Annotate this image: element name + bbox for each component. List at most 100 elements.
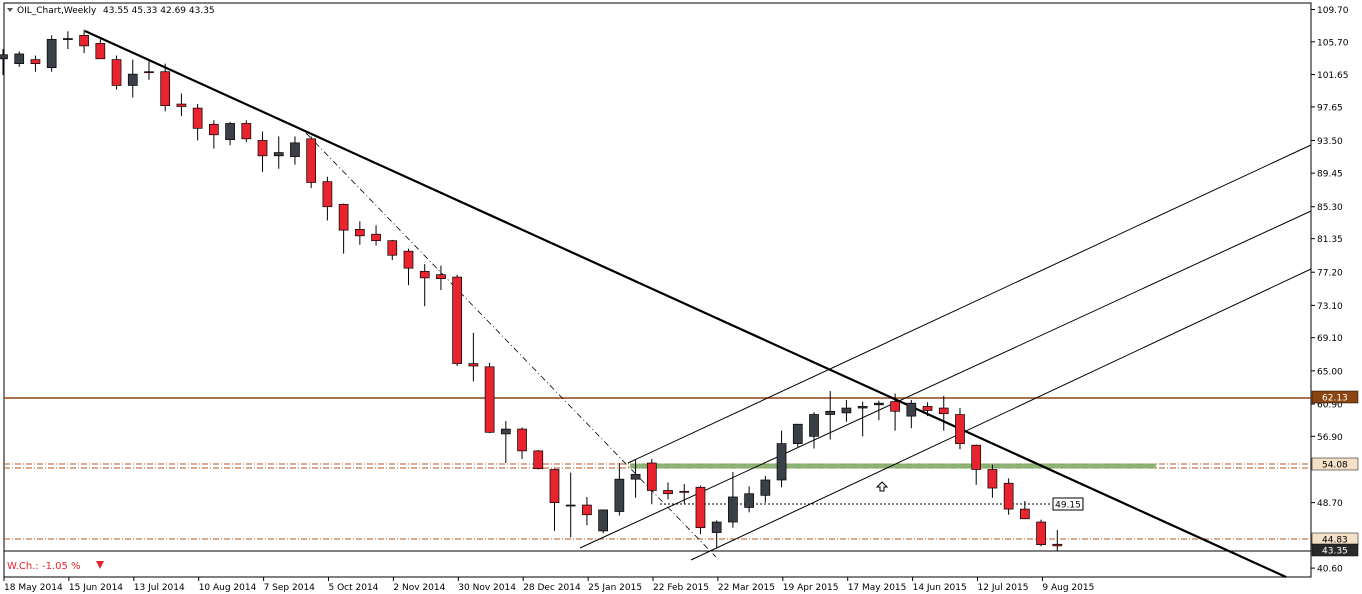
channel-line-lower[interactable] bbox=[690, 268, 1312, 561]
candle[interactable] bbox=[906, 399, 917, 429]
bull-candle-body bbox=[500, 428, 511, 435]
support-zone[interactable] bbox=[630, 463, 1156, 469]
candle[interactable] bbox=[176, 93, 187, 117]
candle[interactable] bbox=[338, 203, 349, 254]
candle[interactable] bbox=[533, 450, 544, 470]
candle[interactable] bbox=[452, 274, 463, 366]
candle[interactable] bbox=[565, 472, 576, 538]
candle[interactable] bbox=[1036, 519, 1046, 547]
channel-line-upper[interactable] bbox=[627, 144, 1312, 464]
y-tick-label: 97.65 bbox=[1317, 103, 1343, 113]
candle[interactable] bbox=[468, 332, 479, 382]
candle[interactable] bbox=[30, 55, 41, 72]
candle[interactable] bbox=[322, 176, 333, 221]
candle[interactable] bbox=[14, 51, 25, 67]
candle[interactable] bbox=[646, 458, 657, 505]
candle[interactable] bbox=[630, 458, 641, 498]
candle[interactable] bbox=[987, 464, 998, 498]
candle[interactable] bbox=[711, 520, 722, 548]
candle[interactable] bbox=[938, 395, 949, 431]
candle[interactable] bbox=[517, 427, 527, 459]
y-tick-label: 85.30 bbox=[1317, 203, 1343, 213]
candle[interactable] bbox=[419, 264, 430, 307]
candle[interactable] bbox=[241, 120, 252, 143]
candle[interactable] bbox=[144, 59, 154, 80]
candle[interactable] bbox=[614, 463, 625, 516]
candle[interactable] bbox=[484, 362, 495, 434]
plot-area[interactable] bbox=[3, 2, 1312, 578]
candle[interactable] bbox=[549, 468, 560, 531]
candle[interactable] bbox=[663, 482, 673, 500]
bear-candle-body bbox=[79, 34, 89, 47]
candle[interactable] bbox=[1003, 478, 1014, 515]
weekly-change: W.Ch.: -1.05 % bbox=[7, 561, 104, 572]
candle[interactable] bbox=[776, 430, 787, 488]
target-label[interactable]: 49.15 bbox=[1052, 497, 1084, 511]
candle[interactable] bbox=[857, 401, 868, 437]
candle[interactable] bbox=[371, 225, 381, 246]
price-badge[interactable]: 62.13 bbox=[1311, 390, 1359, 404]
bear-candle-body bbox=[452, 276, 463, 364]
candle[interactable] bbox=[760, 475, 771, 503]
x-tick-label: 25 Jan 2015 bbox=[588, 583, 642, 593]
candle[interactable] bbox=[63, 31, 73, 50]
candle[interactable] bbox=[955, 408, 965, 450]
candle[interactable] bbox=[1020, 501, 1030, 520]
price-badge[interactable]: 44.83 bbox=[1311, 532, 1359, 546]
candle[interactable] bbox=[971, 444, 982, 485]
candle[interactable] bbox=[890, 393, 900, 431]
candle[interactable] bbox=[160, 63, 171, 112]
candle[interactable] bbox=[79, 29, 89, 54]
candle[interactable] bbox=[922, 402, 933, 417]
candle[interactable] bbox=[306, 136, 317, 189]
candle[interactable] bbox=[354, 221, 365, 245]
candle[interactable] bbox=[744, 486, 754, 513]
main-downtrend-line[interactable] bbox=[84, 29, 1287, 579]
candle[interactable] bbox=[841, 399, 852, 422]
bull-candle-body bbox=[874, 402, 884, 406]
candle[interactable] bbox=[825, 391, 836, 440]
bear-candle-body bbox=[95, 43, 106, 60]
ohlc-values: 43.55 45.33 42.69 43.35 bbox=[103, 6, 215, 16]
candle[interactable] bbox=[225, 121, 235, 146]
price-axis: 109.70 105.70 101.65 97.65 93.50 89.45 85.30 81… bbox=[1311, 6, 1349, 575]
bull-candle-body bbox=[63, 38, 73, 40]
candle[interactable] bbox=[792, 423, 803, 447]
bull-candle-body bbox=[127, 73, 138, 86]
candle[interactable] bbox=[257, 131, 268, 172]
candle[interactable] bbox=[273, 136, 284, 169]
candle[interactable] bbox=[500, 420, 511, 464]
candle[interactable] bbox=[598, 509, 608, 534]
candle[interactable] bbox=[95, 39, 106, 60]
y-tick-label: 93.50 bbox=[1317, 137, 1343, 147]
candle[interactable] bbox=[290, 136, 300, 165]
chevron-down-icon[interactable] bbox=[7, 8, 13, 12]
up-arrow-icon[interactable] bbox=[875, 481, 889, 492]
price-badge-bg bbox=[1311, 457, 1359, 471]
candle[interactable] bbox=[679, 484, 690, 504]
candle[interactable] bbox=[209, 120, 219, 149]
candle[interactable] bbox=[0, 49, 8, 75]
candle[interactable] bbox=[192, 104, 203, 141]
candle[interactable] bbox=[809, 412, 819, 449]
candle[interactable] bbox=[127, 59, 138, 98]
candle[interactable] bbox=[403, 248, 414, 286]
y-tick-label: 48.70 bbox=[1317, 499, 1343, 509]
price-badge[interactable]: 43.35 bbox=[1311, 543, 1359, 557]
bull-candle-body bbox=[809, 414, 819, 437]
candle[interactable] bbox=[46, 35, 57, 72]
candle[interactable] bbox=[728, 471, 738, 528]
candle[interactable] bbox=[1052, 529, 1063, 552]
candle[interactable] bbox=[436, 265, 446, 290]
price-badge[interactable]: 54.08 bbox=[1311, 457, 1359, 471]
bear-candle-body bbox=[517, 428, 527, 452]
x-tick-label: 12 Jul 2015 bbox=[978, 583, 1029, 593]
bear-candle-body bbox=[646, 462, 657, 491]
candle[interactable] bbox=[387, 239, 398, 261]
x-tick-label: 10 Aug 2014 bbox=[199, 583, 257, 593]
candle[interactable] bbox=[695, 485, 706, 535]
candle[interactable] bbox=[582, 496, 592, 526]
candle[interactable] bbox=[874, 400, 884, 421]
candle[interactable] bbox=[111, 55, 122, 90]
